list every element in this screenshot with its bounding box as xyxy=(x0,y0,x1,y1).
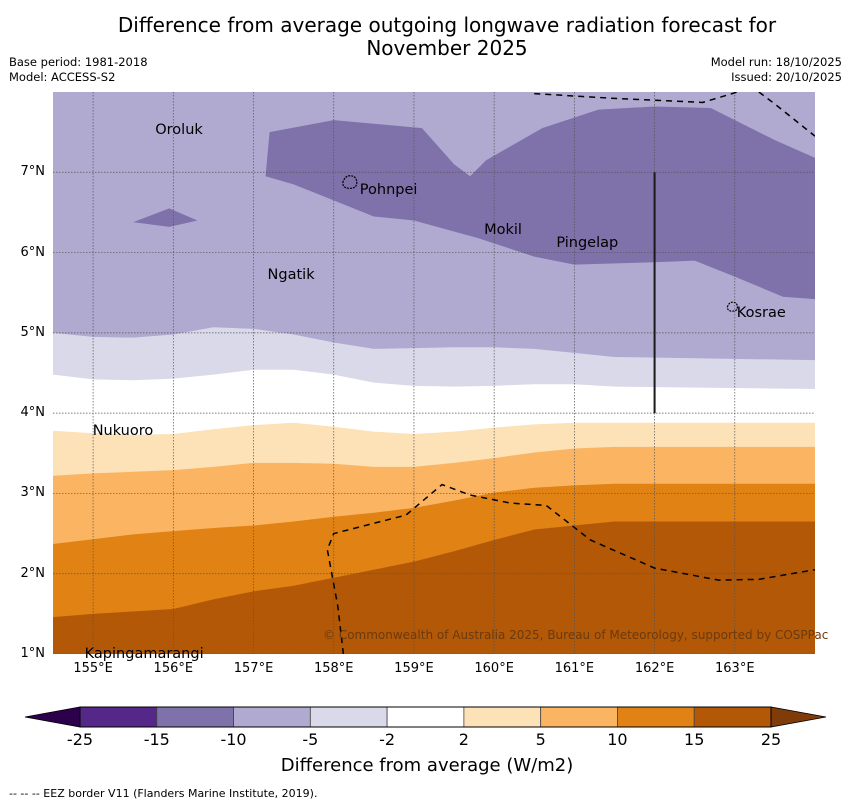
place-label-kapingamarangi: Kapingamarangi xyxy=(84,645,204,662)
y-tick-label: 4°N xyxy=(20,405,46,421)
y-tick-label: 6°N xyxy=(20,244,46,260)
y-tick-label: 7°N xyxy=(20,164,46,180)
colorbar-swatch xyxy=(386,706,465,728)
colorbar-tick-label: -25 xyxy=(66,730,94,749)
chart-title: Difference from average outgoing longwav… xyxy=(0,14,850,60)
colorbar xyxy=(24,706,827,728)
pohnpei-island-outline xyxy=(342,175,358,189)
contour-band-neg15-neg10-poly xyxy=(133,208,198,227)
meta-left: Base period: 1981-2018 Model: ACCESS-S2 xyxy=(9,55,148,85)
eez-footnote: -- -- -- EEZ border V11 (Flanders Marine… xyxy=(9,787,318,800)
forecast-map xyxy=(53,92,815,654)
base-period-label: Base period: 1981-2018 xyxy=(9,55,148,69)
kosrae-island-outline xyxy=(726,301,738,312)
eez-border-line xyxy=(326,483,815,654)
x-tick-label: 161°E xyxy=(554,661,595,676)
place-label-mokil: Mokil xyxy=(484,222,522,239)
colorbar-tick-label: 25 xyxy=(760,730,782,749)
y-tick-label: 2°N xyxy=(20,565,46,581)
colorbar-tick-label: 5 xyxy=(535,730,546,749)
place-label-oroluk: Oroluk xyxy=(155,122,203,139)
colorbar-tick-label: 15 xyxy=(684,730,705,749)
colorbar-swatch xyxy=(693,706,772,728)
place-label-pohnpei: Pohnpei xyxy=(359,182,418,199)
colorbar-swatch xyxy=(79,706,158,728)
colorbar-swatch xyxy=(156,706,234,728)
contour-band-neg15-neg10-poly xyxy=(265,106,815,300)
colorbar-tick-label: -2 xyxy=(379,730,396,749)
chart-title-line1: Difference from average outgoing longwav… xyxy=(117,13,777,37)
x-tick-label: 155°E xyxy=(73,661,113,676)
colorbar-swatch xyxy=(540,706,618,728)
colorbar-under-arrow xyxy=(24,706,81,728)
issued-label: Issued: 20/10/2025 xyxy=(731,70,842,84)
chart-title-line2: November 2025 xyxy=(366,36,528,60)
x-tick-label: 158°E xyxy=(313,661,354,676)
x-tick-label: 162°E xyxy=(634,661,675,676)
place-label-kosrae: Kosrae xyxy=(736,305,786,322)
y-tick-label: 3°N xyxy=(20,485,46,501)
colorbar-tick-label: -10 xyxy=(220,730,247,749)
colorbar-over-arrow xyxy=(770,706,827,728)
colorbar-swatch xyxy=(233,706,311,728)
map-layers xyxy=(53,92,815,654)
eez-border-line xyxy=(534,92,741,104)
place-label-nukuoro: Nukuoro xyxy=(92,423,154,440)
model-label: Model: ACCESS-S2 xyxy=(9,70,116,84)
model-run-label: Model run: 18/10/2025 xyxy=(710,55,842,69)
colorbar-tick-label: 2 xyxy=(458,730,469,749)
colorbar-tick-label: -15 xyxy=(143,730,170,749)
colorbar-swatch xyxy=(309,706,388,728)
copyright-notice: © Commonwealth of Australia 2025, Bureau… xyxy=(323,628,829,642)
x-tick-label: 157°E xyxy=(233,661,274,676)
meta-right: Model run: 18/10/2025 Issued: 20/10/2025 xyxy=(711,55,842,85)
y-tick-label: 1°N xyxy=(20,646,46,661)
colorbar-swatch xyxy=(463,706,542,728)
y-tick-label: 5°N xyxy=(20,324,46,340)
place-label-ngatik: Ngatik xyxy=(267,266,315,283)
x-tick-label: 156°E xyxy=(153,661,194,676)
x-tick-label: 160°E xyxy=(474,661,514,676)
place-label-pingelap: Pingelap xyxy=(556,234,619,251)
colorbar-swatch xyxy=(617,706,695,728)
colorbar-tick-label: 10 xyxy=(607,730,628,749)
colorbar-tick-label: -5 xyxy=(302,730,319,749)
colorbar-frame xyxy=(79,706,772,728)
colorbar-title: Difference from average (W/m2) xyxy=(280,755,574,776)
x-tick-label: 163°E xyxy=(715,661,755,676)
x-tick-label: 159°E xyxy=(394,661,434,676)
